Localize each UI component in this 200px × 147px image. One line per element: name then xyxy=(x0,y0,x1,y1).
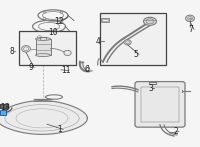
FancyBboxPatch shape xyxy=(135,82,185,127)
Bar xyxy=(0,110,6,115)
Bar xyxy=(102,19,108,21)
Circle shape xyxy=(186,15,194,22)
Text: 3: 3 xyxy=(149,84,153,93)
Bar xyxy=(141,87,179,122)
Polygon shape xyxy=(0,101,87,134)
Ellipse shape xyxy=(144,17,156,25)
Ellipse shape xyxy=(146,19,154,24)
Text: 12: 12 xyxy=(54,17,64,26)
Text: 9: 9 xyxy=(29,63,33,72)
Bar xyxy=(100,13,166,65)
Circle shape xyxy=(22,46,30,52)
Text: 7: 7 xyxy=(189,25,193,34)
Text: 4: 4 xyxy=(96,37,100,46)
Text: 10: 10 xyxy=(48,28,58,37)
Bar xyxy=(36,39,50,55)
Bar xyxy=(19,31,76,65)
Text: 2: 2 xyxy=(174,127,178,136)
Text: 11: 11 xyxy=(61,66,71,75)
Text: 13: 13 xyxy=(0,103,10,112)
Text: 1: 1 xyxy=(58,125,62,134)
Ellipse shape xyxy=(36,37,50,40)
Ellipse shape xyxy=(36,54,50,57)
Circle shape xyxy=(64,50,71,56)
Text: 8: 8 xyxy=(10,47,14,56)
Text: 6: 6 xyxy=(85,65,89,74)
Bar xyxy=(101,18,109,22)
Circle shape xyxy=(124,40,131,45)
Text: 5: 5 xyxy=(134,50,138,59)
